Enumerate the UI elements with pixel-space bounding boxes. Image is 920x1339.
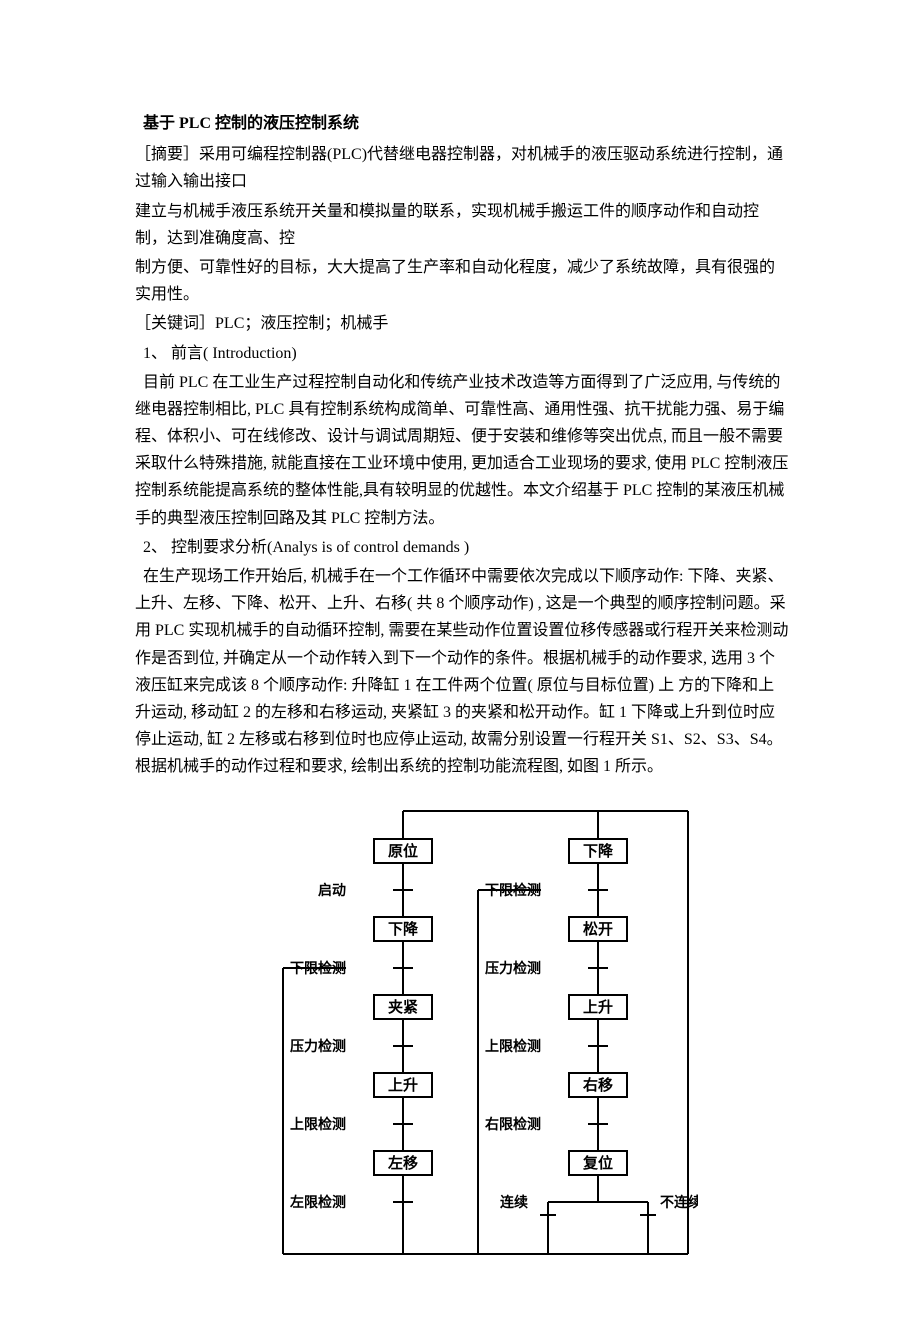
fc-l-s1: 启动 — [318, 882, 346, 899]
fc-r-s5a: 连续 — [500, 1194, 528, 1211]
fc-l-n3: 夹紧 — [387, 998, 417, 1016]
fc-r-n5: 复位 — [581, 1154, 612, 1172]
fc-l-s3: 压力检测 — [290, 1038, 346, 1055]
fc-r-s5b: 不连续 — [660, 1194, 698, 1211]
keywords-text: PLC；液压控制；机械手 — [215, 315, 388, 332]
fc-r-s2: 压力检测 — [485, 960, 541, 977]
fc-l-n1: 原位 — [387, 842, 417, 860]
section2-heading: 2、 控制要求分析(Analys is of control demands ) — [135, 534, 790, 561]
keywords-para: ［关键词］PLC；液压控制；机械手 — [135, 310, 790, 337]
abstract-para: ［摘要］采用可编程控制器(PLC)代替继电器控制器，对机械手的液压驱动系统进行控… — [135, 141, 790, 195]
fc-l-s5: 左限检测 — [289, 1194, 346, 1211]
fc-l-n5: 左移 — [386, 1154, 417, 1172]
flowchart-container: 原位 启动 下降 下限检测 夹紧 压力检测 上升 上限检测 左移 左限检测 — [135, 799, 790, 1299]
fc-l-s4: 上限检测 — [290, 1116, 346, 1133]
document-title: 基于 PLC 控制的液压控制系统 — [135, 110, 790, 137]
fc-r-s4: 右限检测 — [484, 1116, 541, 1133]
flowchart-svg: 原位 启动 下降 下限检测 夹紧 压力检测 上升 上限检测 左移 左限检测 — [228, 799, 698, 1299]
fc-r-s3: 上限检测 — [485, 1038, 541, 1055]
fc-r-n3: 上升 — [582, 999, 612, 1016]
section1-body: 目前 PLC 在工业生产过程控制自动化和传统产业技术改造等方面得到了广泛应用, … — [135, 369, 790, 532]
fc-r-n4: 右移 — [582, 1076, 612, 1094]
abstract-label: ［摘要］ — [135, 146, 199, 163]
fc-l-n2: 下降 — [387, 920, 418, 938]
abstract-line3: 制方便、可靠性好的目标，大大提高了生产率和自动化程度，减少了系统故障，具有很强的… — [135, 254, 790, 308]
section2-body: 在生产现场工作开始后, 机械手在一个工作循环中需要依次完成以下顺序动作: 下降、… — [135, 563, 790, 781]
abstract-line2: 建立与机械手液压系统开关量和模拟量的联系，实现机械手搬运工件的顺序动作和自动控制… — [135, 198, 790, 252]
abstract-line1: 采用可编程控制器(PLC)代替继电器控制器，对机械手的液压驱动系统进行控制，通过… — [135, 146, 783, 190]
fc-l-n4: 上升 — [387, 1077, 417, 1094]
fc-r-n2: 松开 — [582, 920, 612, 938]
fc-r-n1: 下降 — [582, 842, 613, 860]
keywords-label: ［关键词］ — [135, 315, 215, 332]
section1-heading: 1、 前言( Introduction) — [135, 340, 790, 367]
